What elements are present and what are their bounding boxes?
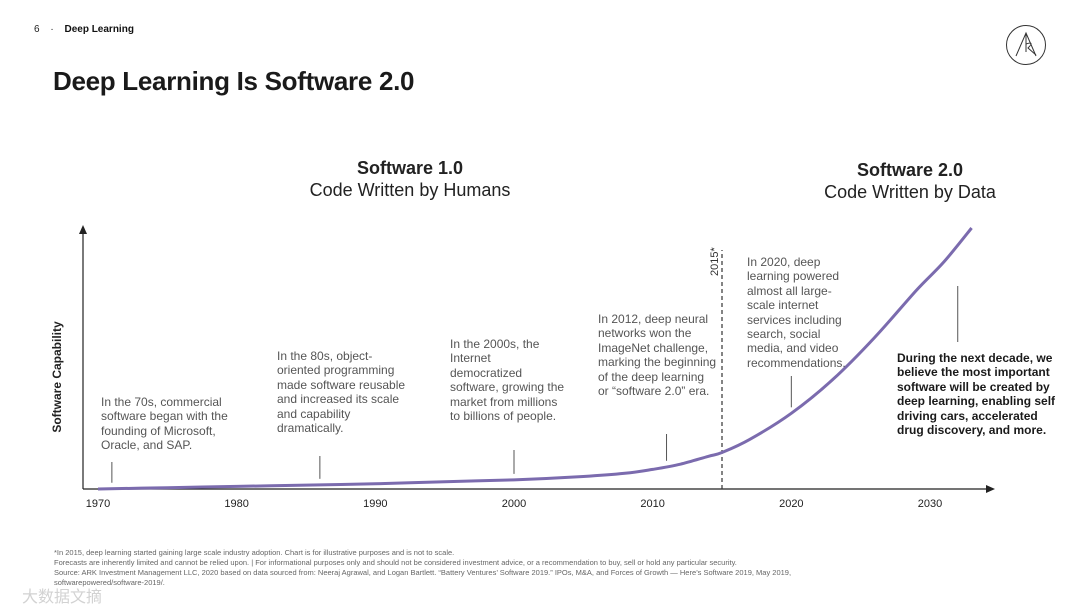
annotation-2000s: In the 2000s, the Internet democratized … bbox=[450, 337, 565, 424]
x-tick-label: 2020 bbox=[779, 498, 803, 510]
software-1-heading: Software 1.0 Code Written by Humans bbox=[290, 157, 530, 201]
ark-logo-icon bbox=[1006, 25, 1046, 65]
footnote-line: *In 2015, deep learning started gaining … bbox=[54, 548, 455, 557]
annotation-next-decade: During the next decade, we believe the m… bbox=[897, 351, 1056, 438]
watermark: 大数据文摘 bbox=[22, 589, 103, 606]
capability-curve bbox=[97, 227, 973, 491]
footnote-line: Forecasts are inherently limited and can… bbox=[54, 558, 737, 567]
software-2-title: Software 2.0 bbox=[856, 160, 964, 180]
chart-axes: Software Capability bbox=[50, 225, 995, 493]
x-tick-label: 1990 bbox=[363, 498, 387, 510]
x-tick-label: 1980 bbox=[224, 498, 248, 510]
x-axis-arrow bbox=[986, 485, 995, 493]
header-bar: 6 · Deep Learning bbox=[34, 24, 134, 35]
separator-dot: · bbox=[50, 24, 54, 35]
annotation-2020: In 2020, deep learning powered almost al… bbox=[747, 255, 846, 370]
x-tick-label: 2000 bbox=[502, 498, 526, 510]
software-1-subtitle: Code Written by Humans bbox=[309, 180, 511, 200]
annotation-80s: In the 80s, object-oriented programming … bbox=[277, 349, 406, 436]
footnotes: *In 2015, deep learning started gaining … bbox=[54, 548, 1014, 588]
x-tick-label: 1970 bbox=[86, 498, 110, 510]
y-axis-label: Software Capability bbox=[50, 321, 64, 433]
footnote-line: Source: ARK Investment Management LLC, 2… bbox=[54, 568, 792, 577]
year-2015-marker-label: 2015* bbox=[709, 247, 721, 276]
x-tick-label: 2030 bbox=[918, 498, 942, 510]
section-label: Deep Learning bbox=[64, 24, 134, 35]
software-2-heading: Software 2.0 Code Written by Data bbox=[800, 159, 1020, 203]
y-axis-arrow bbox=[79, 225, 87, 234]
x-tick-label: 2010 bbox=[640, 498, 664, 510]
annotation-2012: In 2012, deep neural networks won the Im… bbox=[598, 312, 717, 399]
page-title: Deep Learning Is Software 2.0 bbox=[53, 66, 415, 96]
software-1-title: Software 1.0 bbox=[356, 158, 464, 178]
page-number: 6 bbox=[34, 24, 40, 35]
footnote-line: softwarepowered/software-2019/. bbox=[54, 578, 165, 587]
software-2-subtitle: Code Written by Data bbox=[824, 182, 996, 202]
annotation-70s: In the 70s, commercial software began wi… bbox=[101, 395, 228, 453]
